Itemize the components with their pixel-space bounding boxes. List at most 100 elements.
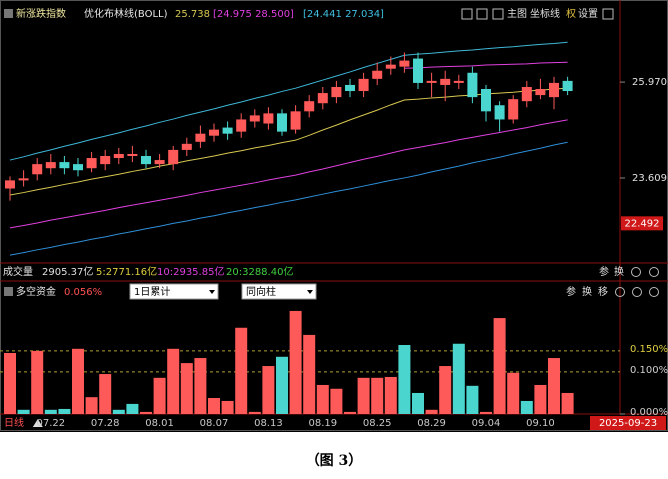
- band-line: [9, 119, 568, 229]
- dropdown[interactable]: [129, 283, 219, 300]
- candle-body: [481, 89, 491, 112]
- x-tick-label: 09.04: [472, 418, 501, 429]
- candle-body: [549, 82, 559, 98]
- caption: （图 3）: [305, 453, 363, 469]
- indicator-name: 优化布林线(BOLL): [84, 7, 168, 20]
- candle-body: [385, 64, 396, 69]
- tool[interactable]: 换: [614, 265, 624, 278]
- y-tick-label: 0.100%: [630, 365, 668, 376]
- candle-body: [249, 115, 260, 122]
- zoom-icon[interactable]: [632, 287, 642, 297]
- bar: [221, 400, 234, 414]
- tool[interactable]: 参: [566, 285, 576, 298]
- zoom-icon[interactable]: [615, 287, 625, 297]
- dropdown-label[interactable]: 同向柱: [246, 285, 276, 298]
- indicator-value: [24.975 28.500]: [213, 9, 294, 20]
- candle-body: [236, 119, 247, 132]
- cursor-date-box: [590, 416, 666, 430]
- tool[interactable]: 参: [599, 265, 609, 278]
- bar: [167, 348, 180, 414]
- period-label: 日线: [4, 416, 24, 429]
- dropdown[interactable]: [241, 283, 317, 300]
- band-line: [9, 141, 568, 256]
- candle-body: [18, 178, 29, 181]
- candle-body: [113, 153, 124, 159]
- bar: [534, 384, 547, 414]
- bar: [330, 388, 343, 414]
- bar: [44, 409, 57, 414]
- bar: [248, 411, 261, 414]
- tool-icon[interactable]: [476, 8, 488, 20]
- candle-body: [345, 84, 355, 92]
- bar: [371, 377, 384, 414]
- candle-body: [209, 129, 219, 136]
- candle-body: [521, 86, 532, 102]
- bar: [72, 348, 84, 414]
- toolbar-item[interactable]: 主图: [507, 8, 527, 20]
- bar: [262, 366, 275, 414]
- dropdown-label[interactable]: 1日累计: [134, 285, 170, 298]
- x-tick-label: 09.10: [526, 418, 555, 429]
- panel-title: 成交量: [3, 265, 33, 278]
- zoom-icon[interactable]: [631, 267, 641, 277]
- zoom-icon[interactable]: [649, 267, 659, 277]
- candle-body: [467, 72, 478, 98]
- bar: [344, 411, 356, 414]
- bar: [99, 374, 112, 414]
- bar: [153, 377, 166, 414]
- candle-body: [154, 160, 165, 165]
- bar: [520, 400, 533, 414]
- bar: [357, 377, 370, 414]
- bar: [493, 318, 506, 414]
- chart: 主图 坐标线权设置 新涨跌指数 优化布林线(BOLL) 25.738 [24.975 28…: [0, 0, 668, 432]
- bar: [17, 409, 30, 414]
- tool[interactable]: 换: [582, 285, 592, 298]
- panel-title: 多空资金: [16, 285, 56, 298]
- candle-body: [304, 101, 315, 112]
- candle-body: [331, 86, 342, 98]
- indicator-value: 20:3288.40亿: [226, 265, 293, 278]
- chart-title: 新涨跌指数: [16, 7, 66, 20]
- x-tick-label: 08.07: [200, 418, 229, 429]
- x-tick-label: 08.13: [254, 418, 283, 429]
- candle-body: [222, 127, 233, 134]
- help-icon: [4, 9, 13, 18]
- bar: [4, 353, 16, 414]
- bar: [140, 411, 152, 414]
- help-icon: [4, 287, 13, 296]
- bar: [31, 350, 44, 414]
- candle-body: [181, 143, 192, 150]
- bar: [452, 343, 465, 414]
- band-line: [404, 61, 568, 69]
- band-line: [9, 41, 568, 161]
- bar: [276, 356, 288, 414]
- candle-body: [358, 78, 369, 92]
- bar: [480, 411, 492, 414]
- candle-body: [440, 78, 451, 85]
- cursor-date: 2025-09-23: [599, 418, 657, 429]
- tool-icon[interactable]: [602, 8, 614, 20]
- bar: [466, 385, 479, 414]
- dropdown-arrow: [307, 290, 313, 294]
- indicator-value: 25.738: [175, 9, 210, 20]
- indicator-value: [24.441 27.034]: [303, 9, 384, 20]
- candle-body: [32, 164, 43, 175]
- x-tick-label: 08.25: [363, 418, 392, 429]
- bar: [85, 397, 98, 414]
- tool-icon[interactable]: [461, 8, 473, 20]
- toolbar-item[interactable]: 坐标线: [530, 7, 560, 20]
- zoom-icon[interactable]: [649, 287, 659, 297]
- candle-body: [5, 180, 15, 189]
- tool-icon[interactable]: [492, 8, 504, 20]
- y-tick-label: 0.000%: [630, 407, 668, 418]
- candle-body: [263, 113, 274, 124]
- y-tick-label: 23.609: [632, 173, 667, 184]
- toolbar-item[interactable]: 设置: [578, 8, 598, 20]
- candle-body: [399, 60, 410, 67]
- candle-body: [73, 164, 83, 171]
- bar: [548, 358, 560, 414]
- toolbar-item[interactable]: 权: [566, 7, 576, 20]
- candle-body: [426, 80, 437, 83]
- tool[interactable]: 移: [598, 285, 608, 298]
